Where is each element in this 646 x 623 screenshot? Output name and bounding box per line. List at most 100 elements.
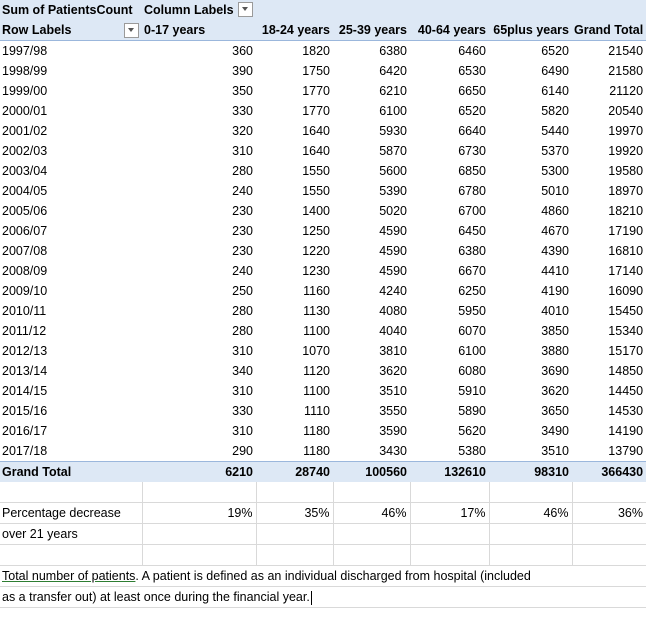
cell[interactable] [489, 482, 573, 503]
col-header-3[interactable]: 40-64 years [410, 20, 489, 41]
value-cell[interactable]: 5620 [458, 424, 486, 438]
row-label[interactable]: 2012/13 [2, 344, 48, 358]
value-cell[interactable]: 132610 [410, 461, 489, 482]
value-cell[interactable]: 19580 [608, 164, 644, 178]
percentage-value[interactable]: 46% [333, 502, 411, 524]
row-label[interactable]: 2011/12 [2, 324, 47, 338]
value-cell[interactable]: 21580 [608, 64, 644, 78]
col-header-2[interactable]: 25-39 years [333, 20, 410, 41]
cell[interactable] [333, 523, 411, 545]
percentage-value[interactable]: 35% [256, 502, 334, 524]
note-line-2-cell[interactable]: as a transfer out) at least once during … [0, 586, 646, 608]
cell[interactable] [410, 544, 490, 566]
percentage-value[interactable]: 36% [572, 502, 646, 524]
value-field-label[interactable]: Sum of PatientsCount [0, 0, 142, 20]
value-cell[interactable]: 1180 [303, 424, 330, 438]
cell[interactable] [572, 523, 646, 545]
value-cell[interactable]: 1770 [302, 84, 330, 98]
value-cell[interactable]: 5820 [541, 104, 569, 118]
value-cell[interactable]: 5600 [379, 164, 407, 178]
value-cell[interactable]: 5300 [541, 164, 569, 178]
value-cell[interactable]: 3510 [379, 384, 407, 398]
value-cell[interactable]: 5010 [541, 184, 569, 198]
note-line-1-cell[interactable]: Total number of patients. A patient is d… [0, 565, 646, 587]
value-cell[interactable]: 310 [232, 144, 253, 158]
value-cell[interactable]: 100560 [333, 461, 410, 482]
value-cell[interactable]: 6850 [458, 164, 486, 178]
value-cell[interactable]: 3590 [379, 424, 407, 438]
value-cell[interactable]: 6380 [379, 44, 407, 58]
value-cell[interactable]: 3430 [379, 444, 407, 458]
row-label[interactable]: 2013/14 [2, 364, 48, 378]
value-cell[interactable]: 19920 [608, 144, 644, 158]
value-cell[interactable]: 19970 [608, 124, 644, 138]
value-cell[interactable]: 6140 [541, 84, 569, 98]
value-cell[interactable]: 20540 [608, 104, 644, 118]
value-cell[interactable]: 366430 [572, 461, 646, 482]
value-cell[interactable]: 13790 [608, 444, 644, 458]
col-header-4[interactable]: 65plus years [489, 20, 572, 41]
value-cell[interactable]: 1130 [303, 304, 330, 318]
cell[interactable] [572, 482, 646, 503]
value-cell[interactable]: 6100 [379, 104, 407, 118]
value-cell[interactable]: 5020 [379, 204, 407, 218]
col-header-5[interactable]: Grand Total [572, 20, 646, 41]
row-label[interactable]: 2006/07 [2, 224, 48, 238]
value-cell[interactable]: 5390 [379, 184, 407, 198]
value-cell[interactable]: 6210 [142, 461, 256, 482]
value-cell[interactable]: 17190 [608, 224, 644, 238]
value-cell[interactable]: 3490 [541, 424, 569, 438]
row-label[interactable]: 2004/05 [2, 184, 48, 198]
cell[interactable] [333, 544, 411, 566]
percentage-label[interactable]: Percentage decrease [0, 502, 143, 524]
value-cell[interactable]: 16090 [608, 284, 644, 298]
value-cell[interactable]: 280 [232, 324, 253, 338]
value-cell[interactable]: 6380 [458, 244, 486, 258]
value-cell[interactable]: 230 [232, 224, 253, 238]
value-cell[interactable]: 98310 [489, 461, 572, 482]
value-cell[interactable]: 4040 [379, 324, 407, 338]
value-cell[interactable]: 280 [232, 304, 253, 318]
value-cell[interactable]: 4590 [379, 224, 407, 238]
row-label[interactable]: 2000/01 [2, 104, 48, 118]
value-cell[interactable]: 310 [232, 424, 253, 438]
value-cell[interactable]: 5370 [541, 144, 569, 158]
cell[interactable] [333, 482, 411, 503]
value-cell[interactable]: 1550 [302, 164, 330, 178]
value-cell[interactable]: 4240 [379, 284, 407, 298]
col-header-1[interactable]: 18-24 years [256, 20, 333, 41]
value-cell[interactable]: 3620 [379, 364, 407, 378]
value-cell[interactable]: 3650 [541, 404, 569, 418]
value-cell[interactable]: 310 [232, 344, 253, 358]
value-cell[interactable]: 4860 [541, 204, 569, 218]
cell[interactable] [410, 482, 490, 503]
column-filter-dropdown-icon[interactable] [237, 2, 253, 18]
value-cell[interactable]: 6520 [541, 44, 569, 58]
value-cell[interactable]: 6530 [458, 64, 486, 78]
value-cell[interactable]: 340 [232, 364, 253, 378]
cell[interactable] [0, 544, 143, 566]
value-cell[interactable]: 15340 [608, 324, 644, 338]
value-cell[interactable]: 330 [232, 104, 253, 118]
value-cell[interactable]: 6490 [541, 64, 569, 78]
value-cell[interactable]: 240 [232, 184, 253, 198]
value-cell[interactable]: 4670 [541, 224, 569, 238]
value-cell[interactable]: 4080 [379, 304, 407, 318]
row-labels-cell[interactable]: Row Labels [0, 20, 142, 41]
value-cell[interactable]: 1110 [304, 404, 330, 418]
value-cell[interactable]: 1640 [302, 124, 330, 138]
cell[interactable] [142, 523, 257, 545]
cell[interactable] [256, 482, 334, 503]
row-label[interactable]: 2014/15 [2, 384, 48, 398]
value-cell[interactable]: 1230 [302, 264, 330, 278]
value-cell[interactable]: 4410 [541, 264, 569, 278]
row-label[interactable]: 2017/18 [2, 444, 48, 458]
row-label[interactable]: 2009/10 [2, 284, 48, 298]
value-cell[interactable]: 18970 [608, 184, 644, 198]
value-cell[interactable]: 5870 [379, 144, 407, 158]
value-cell[interactable]: 6520 [458, 104, 486, 118]
row-label[interactable]: 2010/11 [2, 304, 47, 318]
value-cell[interactable]: 290 [232, 444, 253, 458]
value-cell[interactable]: 1820 [302, 44, 330, 58]
value-cell[interactable]: 5930 [379, 124, 407, 138]
